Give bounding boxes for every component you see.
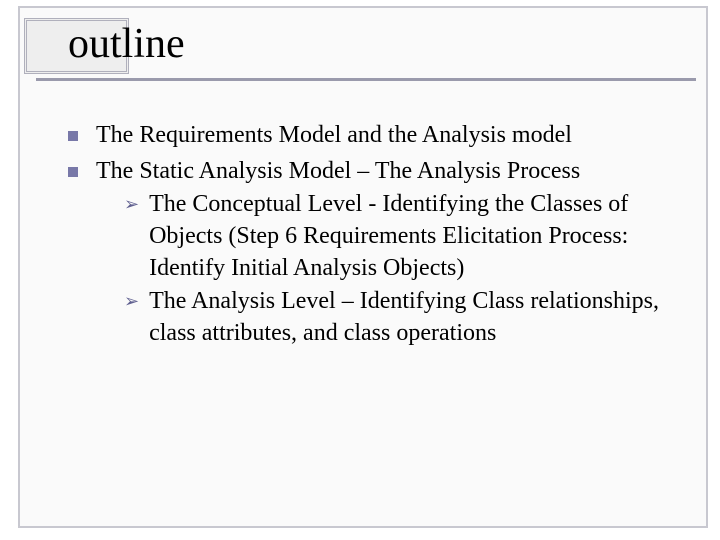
sub-list-item: ➢ The Analysis Level – Identifying Class… [124,286,678,349]
arrow-bullet-icon: ➢ [124,193,139,284]
arrow-bullet-icon: ➢ [124,290,139,349]
sub-list-item: ➢ The Conceptual Level - Identifying the… [124,189,678,284]
list-item-text: The Static Analysis Model – The Analysis… [96,156,678,352]
title-underline [36,78,696,81]
list-item: The Requirements Model and the Analysis … [68,120,678,152]
sub-list-item-text: The Conceptual Level - Identifying the C… [149,189,678,284]
list-item-label: The Static Analysis Model – The Analysis… [96,158,580,184]
sub-list-item-text: The Analysis Level – Identifying Class r… [149,286,678,349]
list-item: The Static Analysis Model – The Analysis… [68,156,678,352]
slide-body: The Requirements Model and the Analysis … [68,120,678,356]
list-item-text: The Requirements Model and the Analysis … [96,120,678,152]
square-bullet-icon [68,167,78,177]
slide-title: outline [68,20,185,68]
slide: outline The Requirements Model and the A… [0,0,720,540]
square-bullet-icon [68,131,78,141]
